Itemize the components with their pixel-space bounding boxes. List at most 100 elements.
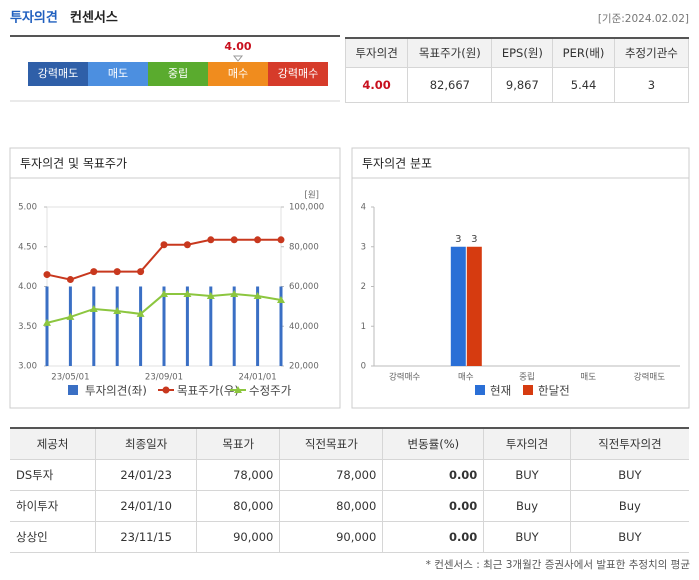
legend-point [234,386,242,393]
y-tick-label: 1 [361,322,366,332]
point [113,306,122,314]
header-cell: 직전투자의견 [569,427,689,460]
scale-label: 강력매수 [278,67,318,80]
bar [139,286,143,366]
legend-swatch [475,385,485,395]
scale-label: 매수 [228,67,248,80]
y-tick-label: 5.00 [18,203,37,213]
table-cell: 24/01/23 [95,459,198,491]
scale-marker-label: 4.00 [224,40,251,53]
value-cell: 3 [613,67,690,103]
point [137,268,145,276]
table-cell: 90,000 [279,521,384,553]
table-row: 상상인 23/11/15 90,000 90,000 0.00 BUY BUY [10,521,689,553]
bar [92,286,96,366]
table-cell: BUY [483,521,571,553]
scale-label: 매도 [108,67,128,80]
bar [256,286,260,366]
table-cell: 78,000 [279,459,384,491]
header-cell: 목표주가(원) [407,37,493,68]
header-cell: 추정기관수 [613,37,690,68]
point [254,236,262,244]
table-cell: 0.00 [382,490,485,522]
legend-label: 한달전 [538,384,570,398]
y-tick-label: 3 [361,242,366,252]
header-row: 투자의견 목표주가(원) EPS(원) PER(배) 추정기관수 [344,37,690,68]
bar [466,246,482,366]
header-row: 제공처 최종일자 목표가 직전목표가 변동률(%) 투자의견 직전투자의견 [10,427,689,460]
y2-tick-label: 20,000 [289,362,319,372]
bar [115,286,119,366]
legend-swatch [68,385,78,395]
x-tick-label: 중립 [519,373,535,383]
point [113,268,121,276]
point [160,241,168,249]
point [183,241,191,249]
point [207,236,215,244]
table-cell: BUY [483,459,571,491]
point [277,296,285,304]
value-cell: 82,667 [407,67,493,103]
y2-unit: [원] [305,191,319,201]
scale-label: 강력매도 [38,67,78,80]
point [43,271,51,279]
y-tick-label: 0 [361,362,366,372]
header-cell: 투자의견 [483,427,571,460]
table-cell: 80,000 [196,490,281,522]
y2-tick-label: 100,000 [289,203,324,213]
header-cell: 목표가 [196,427,281,460]
date: [기준:2024.02.02] [598,13,689,25]
table-cell: 0.00 [382,459,485,491]
value-cell: 9,867 [491,67,554,103]
value-row: 4.00 82,667 9,867 5.44 3 [344,67,690,103]
scale-segment [88,62,148,86]
point [136,309,145,317]
legend-label: 현재 [490,384,511,398]
provider-table: 제공처 최종일자 목표가 직전목표가 변동률(%) 투자의견 직전투자의견 DS투자 24/01… [10,427,689,553]
table-cell: 78,000 [196,459,281,491]
bar [185,286,189,366]
scale-segment [268,62,328,86]
point [66,312,75,320]
y2-tick-label: 40,000 [289,322,319,332]
panel-title: 투자의견 및 목표주가 [20,157,127,171]
x-tick-label: 23/09/01 [145,373,183,383]
table-cell: 90,000 [196,521,281,553]
point [230,236,238,244]
point [66,276,74,284]
table-cell: 하이투자 [10,490,97,522]
bar [279,286,283,366]
legend-label: 투자의견(좌) [85,384,147,398]
title: 컨센서스 [70,10,118,26]
table-cell: Buy [483,490,571,522]
bar [209,286,213,366]
y2-tick-label: 60,000 [289,282,319,292]
y-tick-label: 3.00 [18,362,37,372]
header-cell: 변동률(%) [382,427,485,460]
bar [450,246,466,366]
table-cell: Buy [569,490,689,522]
point [253,292,262,300]
table-cell: 상상인 [10,521,97,553]
x-tick-label: 23/05/01 [51,373,89,383]
header-cell: 직전목표가 [279,427,384,460]
point [43,318,51,326]
header-cell: 최종일자 [95,427,198,460]
data-label: 3 [455,234,461,245]
value-cell: 4.00 [344,67,409,103]
y-tick-label: 2 [361,282,366,292]
y-tick-label: 4.00 [18,282,37,292]
table-row: 하이투자 24/01/10 80,000 80,000 0.00 Buy Buy [10,490,689,522]
x-tick-label: 매수 [458,373,474,383]
title-blue: 투자의견 [10,10,58,26]
value-cell: 5.44 [552,67,615,103]
bar [68,286,72,366]
table-cell: BUY [569,521,689,553]
x-tick-label: 강력매도 [634,372,665,383]
header-cell: PER(배) [552,37,615,68]
point [277,236,285,244]
x-tick-label: 매도 [580,373,596,383]
bar [45,286,49,366]
table-cell: 0.00 [382,521,485,553]
x-tick-label: 24/01/01 [239,373,277,383]
